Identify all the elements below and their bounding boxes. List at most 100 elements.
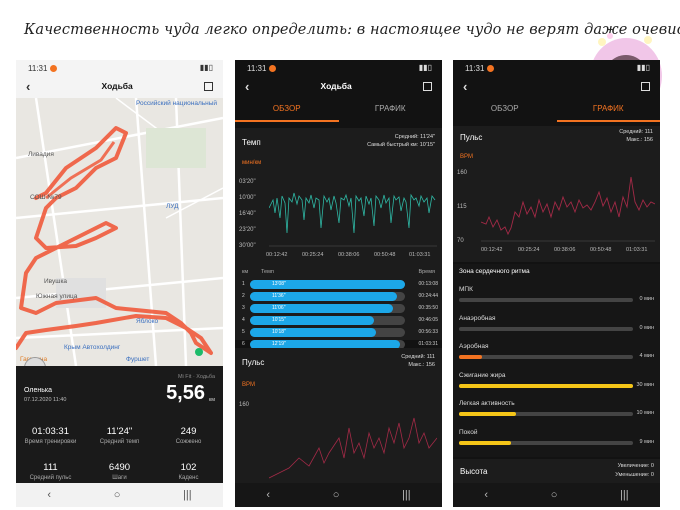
- y-tick: 23'20": [239, 227, 256, 233]
- pace-section: Темп Средний: 11'24" Самый быстрый км: 1…: [235, 128, 442, 349]
- pace-row: 4 10'15" 00:46:05: [242, 316, 438, 326]
- pace-row: 1 13'08" 00:13:08: [242, 280, 438, 290]
- heart-zone-row: Сжигание жира 30 мин: [459, 371, 654, 388]
- column-header: Время: [418, 269, 435, 275]
- pace-value: 11'06": [272, 305, 286, 311]
- km-number: 5: [242, 329, 245, 335]
- back-arrow-icon[interactable]: ‹: [245, 78, 250, 94]
- home-nav-button[interactable]: ○: [113, 489, 121, 501]
- zone-time: 0 мин: [639, 324, 654, 331]
- pulse-max: Макс.: 156: [408, 362, 435, 368]
- pulse-max: Макс.: 156: [626, 137, 653, 143]
- tab-overview[interactable]: ОБЗОР: [235, 98, 339, 122]
- stat-value: 01:03:31: [32, 426, 69, 437]
- stat-label: Шаги: [112, 475, 127, 481]
- tab-chart[interactable]: ГРАФИК: [374, 104, 406, 113]
- share-icon[interactable]: [204, 81, 213, 91]
- map-label: Ивушка: [44, 278, 68, 285]
- source-label: Mi Fit · Ходьба: [177, 374, 215, 380]
- stat-value: 11'24": [106, 426, 133, 437]
- y-tick: 160: [239, 402, 250, 408]
- route-map[interactable]: Российский национальный Ливадия СОШ №79 …: [16, 98, 223, 366]
- column-header: Темп: [261, 269, 274, 275]
- x-tick: 00:50:48: [374, 252, 396, 258]
- stat-cadence: 102 Каденс: [154, 462, 223, 481]
- zone-bar: [459, 383, 633, 388]
- bpm-unit: BPM: [460, 154, 474, 160]
- y-tick: 70: [457, 238, 464, 244]
- map-label: СОШ №79: [30, 194, 62, 201]
- share-icon[interactable]: [641, 81, 650, 91]
- y-tick: 160: [457, 170, 468, 176]
- split-time: 00:24:44: [418, 293, 438, 299]
- tab-chart[interactable]: ГРАФИК: [556, 98, 660, 122]
- user-name: Оленька: [24, 387, 52, 394]
- pace-bar: 13'08": [250, 280, 405, 289]
- tab-overview[interactable]: ОБЗОР: [490, 104, 519, 113]
- recents-nav-button[interactable]: |||: [183, 489, 192, 501]
- avg-pace: Средний: 11'24": [394, 134, 435, 140]
- heart-zone-row: Анаэробная 0 мин: [459, 315, 654, 331]
- recents-nav-button[interactable]: |||: [620, 489, 629, 501]
- caption: Качественность чуда легко определить: в …: [24, 22, 680, 38]
- zone-label: МПК: [459, 286, 473, 293]
- km-number: 4: [242, 317, 245, 323]
- stat-steps: 6490 Шаги: [85, 462, 154, 481]
- pace-row: 2 11'36" 00:24:44: [242, 292, 438, 302]
- zone-bar-fill: [459, 355, 482, 359]
- pace-value: 12'19": [272, 341, 286, 347]
- back-nav-button[interactable]: ‹: [484, 489, 489, 501]
- activity-stats-panel: Mi Fit · Ходьба Оленька 07.12.2020 11:40…: [16, 366, 223, 483]
- pace-bar: 10'18": [250, 328, 405, 337]
- distance-unit: км: [208, 397, 215, 403]
- stat-duration: 01:03:31 Время тренировки: [16, 426, 85, 445]
- heart-zone-row: Легкая активность 10 мин: [459, 400, 654, 416]
- map-label: Ливадия: [28, 151, 54, 158]
- pace-value: 11'36": [272, 293, 286, 299]
- app-notification-icon: [487, 65, 495, 72]
- pace-row: 5 10'18" 00:56:33: [242, 328, 438, 338]
- home-nav-button[interactable]: ○: [550, 489, 558, 501]
- battery-icon: ▮▮▯: [199, 63, 213, 72]
- zone-bar-fill: [459, 383, 633, 388]
- phone-chart: 11:31 ▮▮▯ ‹ ОБЗОР ГРАФИК Пульс Средний: …: [453, 60, 660, 507]
- home-nav-button[interactable]: ○: [332, 489, 340, 501]
- split-time: 00:56:33: [418, 329, 438, 335]
- km-number: 3: [242, 305, 245, 311]
- altitude-loss: Уменьшение: 0: [615, 472, 654, 478]
- pace-row: 6 12'19" 01:03:31: [242, 340, 438, 350]
- x-tick: 00:25:24: [518, 247, 540, 253]
- km-number: 1: [242, 281, 245, 287]
- battery-icon: ▮▮▯: [636, 63, 650, 72]
- share-icon[interactable]: [423, 81, 432, 91]
- battery-icon: ▮▮▯: [418, 63, 432, 72]
- title-bar: ‹ Ходьба: [16, 74, 223, 98]
- x-tick: 00:38:06: [338, 252, 360, 258]
- pulse-section: Пульс Средний: 111 Макс.: 156 BPM 160 11…: [453, 126, 660, 262]
- x-tick: 00:12:42: [481, 247, 503, 253]
- pace-row: 3 11'06" 00:35:50: [242, 304, 438, 314]
- app-notification-icon: [269, 65, 277, 72]
- stat-label: Каденс: [178, 475, 199, 481]
- y-tick: 03'20": [239, 179, 256, 185]
- back-nav-button[interactable]: ‹: [47, 489, 52, 501]
- zone-time: 30 мин: [636, 381, 654, 388]
- map-label: Яблоко: [136, 318, 159, 325]
- zone-time: 10 мин: [636, 410, 654, 416]
- y-tick: 16'40": [239, 211, 256, 217]
- back-arrow-icon[interactable]: ‹: [463, 78, 468, 94]
- pulse-avg: Средний: 111: [401, 354, 435, 360]
- heart-zone-row: МПК 0 мин: [459, 286, 654, 302]
- heart-zone-row: Аэробная 4 мин: [459, 343, 654, 359]
- zone-bar: [459, 326, 633, 331]
- route-map-graphic: [16, 98, 223, 366]
- stat-label: Средний темп: [99, 439, 140, 445]
- status-bar: 11:31 ▮▮▯: [16, 60, 223, 74]
- recents-nav-button[interactable]: |||: [402, 489, 411, 501]
- back-arrow-icon[interactable]: ‹: [26, 78, 31, 94]
- zone-label: Сжигание жира: [459, 371, 506, 379]
- stat-avg-pulse: 111 Средний пульс: [16, 462, 85, 481]
- pace-bar: 10'15": [250, 316, 405, 325]
- back-nav-button[interactable]: ‹: [266, 489, 271, 501]
- title-bar: ‹ Ходьба: [235, 74, 442, 98]
